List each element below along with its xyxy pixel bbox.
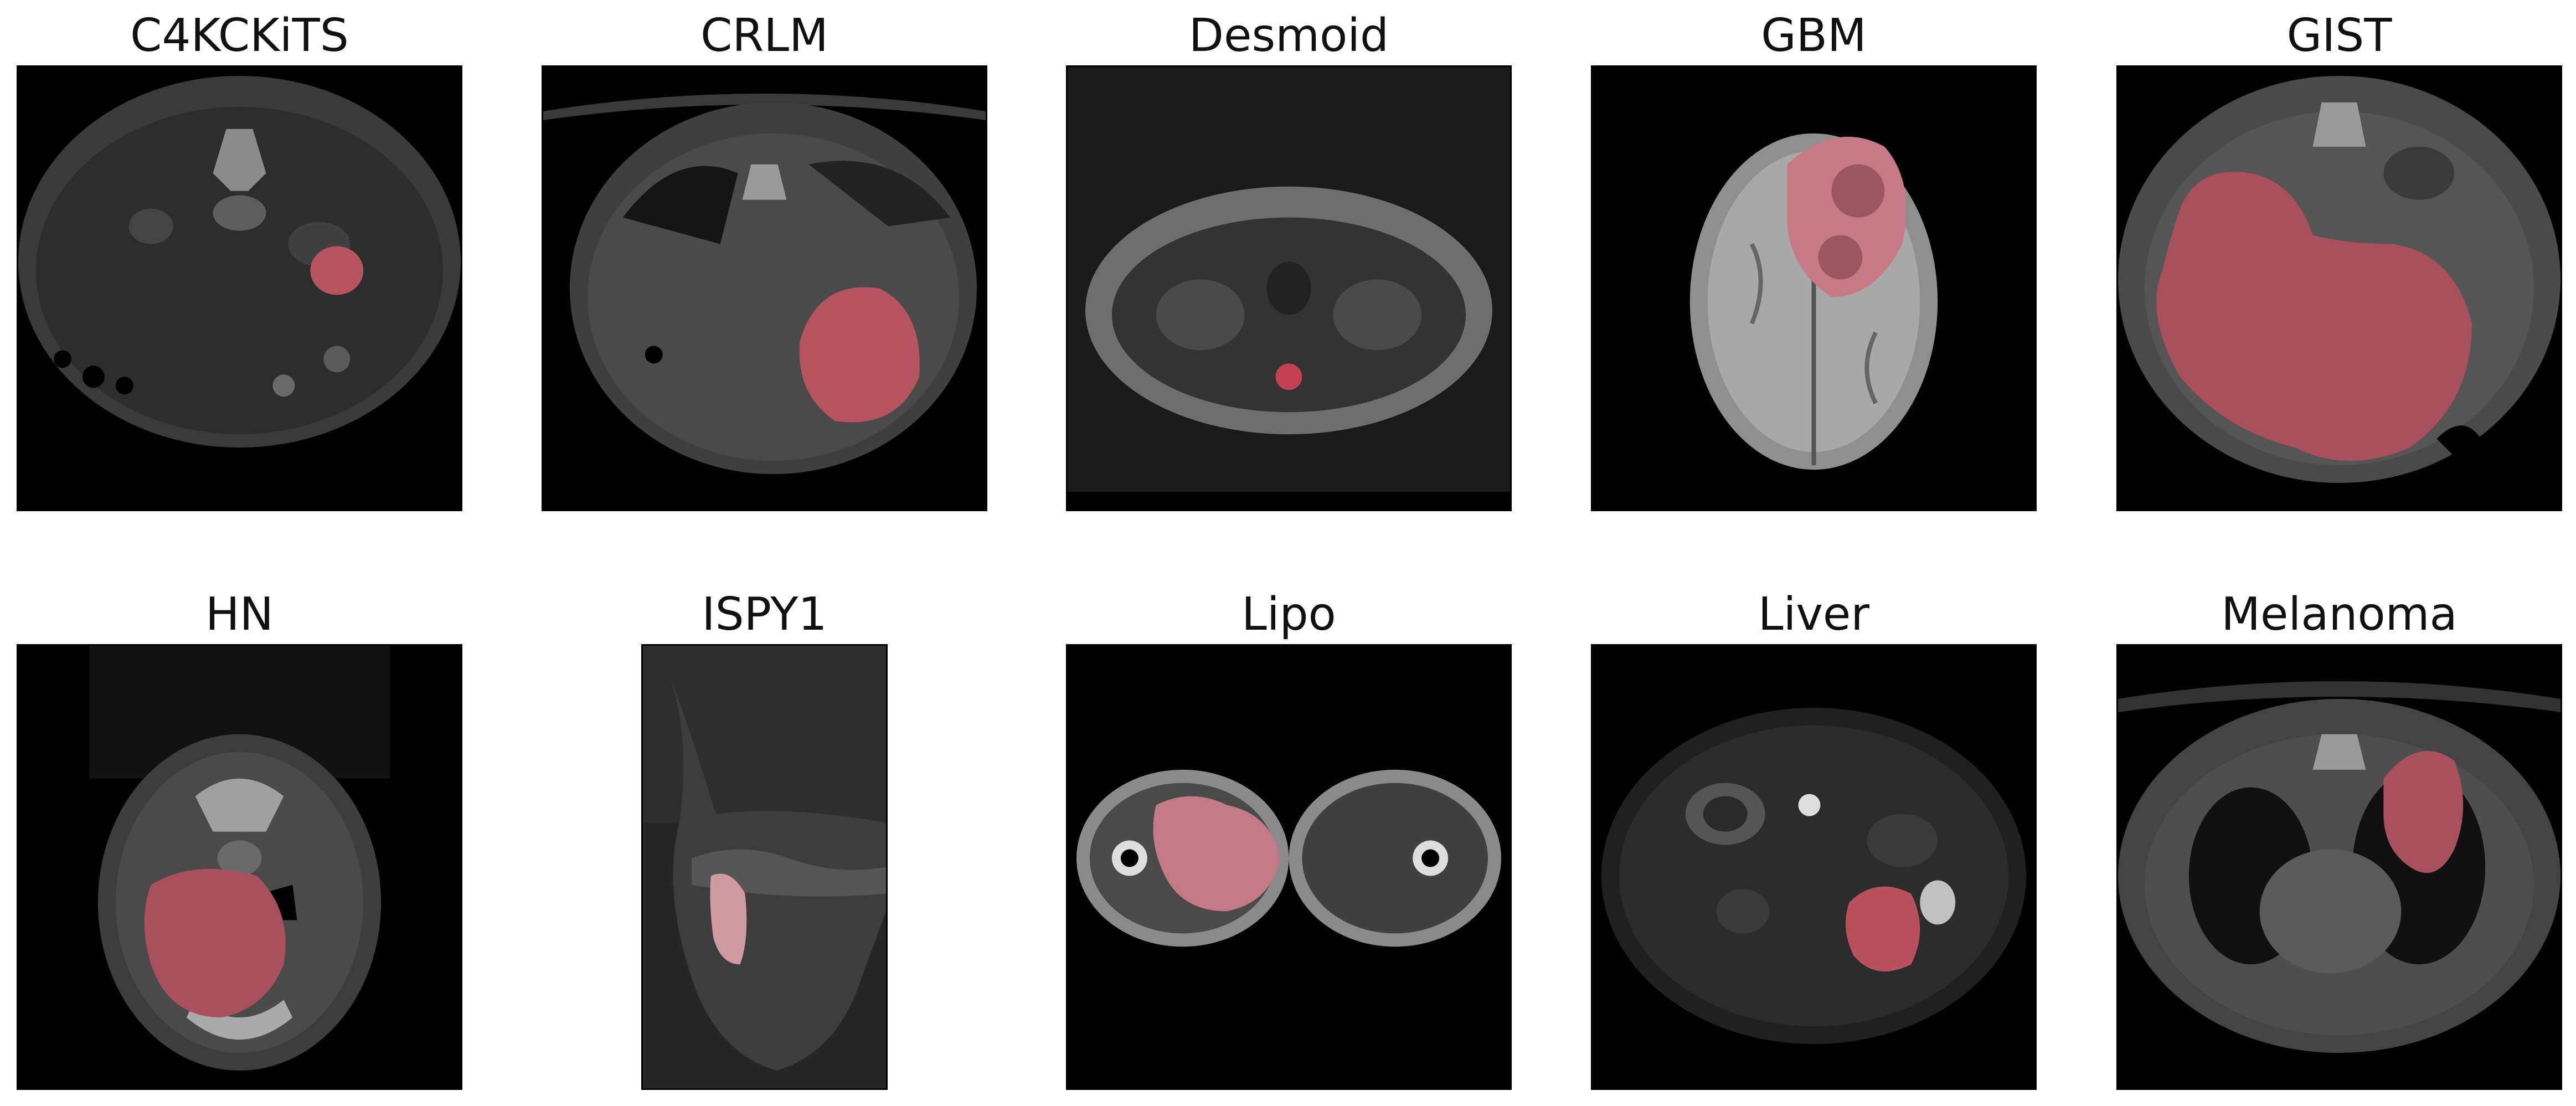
tumor-overlay [2156,172,2472,461]
scan-image [641,644,888,1090]
panel-liver: Liver [1591,579,2037,1094]
tumor-overlay [2383,750,2464,873]
panel-gbm: GBM [1591,0,2037,515]
scan-image [542,65,987,511]
panel-lipo: Lipo [1066,579,1512,1094]
panel-gist: GIST [2116,0,2562,515]
panel-title: C4KCKiTS [130,9,349,62]
panel-title: CRLM [700,9,828,62]
panel-desmoid: Desmoid [1066,0,1512,515]
scan-image [1066,644,1512,1090]
panel-title: HN [205,588,274,641]
tumor-overlay [144,868,286,1018]
panel-title: Desmoid [1188,9,1389,62]
tumor-overlay [799,287,920,423]
panel-crlm: CRLM [542,0,987,515]
panel-title: GIST [2286,9,2392,62]
scan-image [17,644,462,1090]
panel-title: GBM [1761,9,1867,62]
panel-c4kckits: C4KCKiTS [17,0,462,515]
scan-image [1591,644,2037,1090]
tumor-overlay [310,246,364,295]
panel-title: Lipo [1241,588,1336,641]
scan-image [17,65,462,511]
tumor-overlay [1275,363,1302,390]
panel-melanoma: Melanoma [2116,579,2562,1094]
panel-title: Melanoma [2221,588,2457,641]
panel-title: ISPY1 [702,588,827,641]
panel-hn: HN [17,579,462,1094]
scan-image [1066,65,1512,511]
scan-image [2116,65,2562,511]
panel-title: Liver [1758,588,1870,641]
tumor-overlay [1153,796,1280,912]
tumor-overlay [710,873,747,965]
scan-image [2116,644,2562,1090]
scan-image [1591,65,2037,511]
panel-ispy1: ISPY1 [542,579,987,1094]
tumor-overlay [1846,886,1920,972]
